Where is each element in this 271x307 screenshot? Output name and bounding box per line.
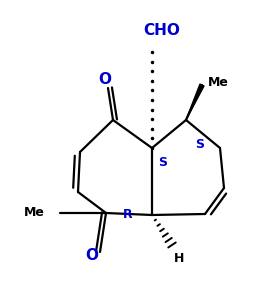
Text: S: S [158,156,167,169]
Text: CHO: CHO [144,23,180,38]
Text: S: S [195,138,204,151]
Text: Me: Me [24,207,45,220]
Text: R: R [122,208,132,221]
Text: Me: Me [208,76,229,88]
Text: O: O [85,248,98,263]
Text: O: O [98,72,111,87]
Polygon shape [186,84,204,120]
Text: H: H [174,252,184,265]
